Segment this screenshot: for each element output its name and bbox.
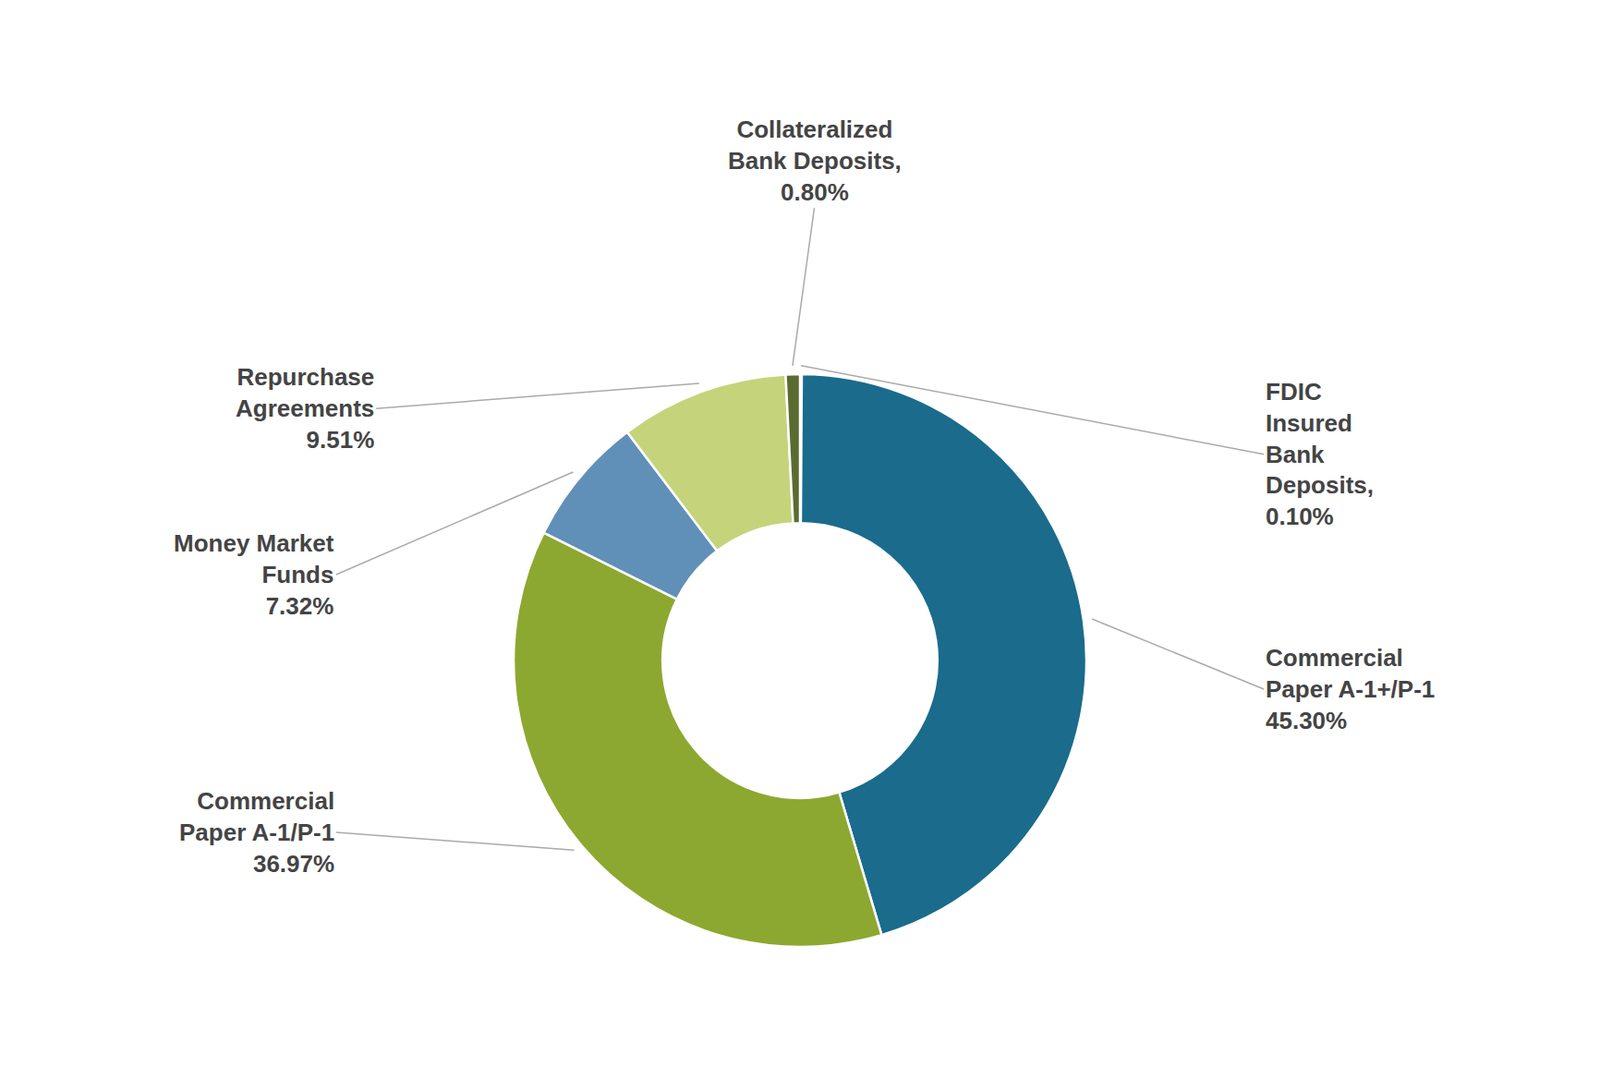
- svg-text:FDICInsuredBankDeposits,0.10%: FDICInsuredBankDeposits,0.10%: [1265, 377, 1374, 531]
- svg-text:Money MarketFunds7.32%: Money MarketFunds7.32%: [173, 529, 335, 620]
- svg-text:RepurchaseAgreements9.51%: RepurchaseAgreements9.51%: [235, 363, 375, 454]
- svg-text:CollateralizedBank Deposits,0.: CollateralizedBank Deposits,0.80%: [727, 115, 902, 207]
- svg-text:CommercialPaper A-1+/P-145.30%: CommercialPaper A-1+/P-145.30%: [1265, 643, 1435, 735]
- svg-text:CommercialPaper A-1/P-136.97%: CommercialPaper A-1/P-136.97%: [179, 787, 335, 878]
